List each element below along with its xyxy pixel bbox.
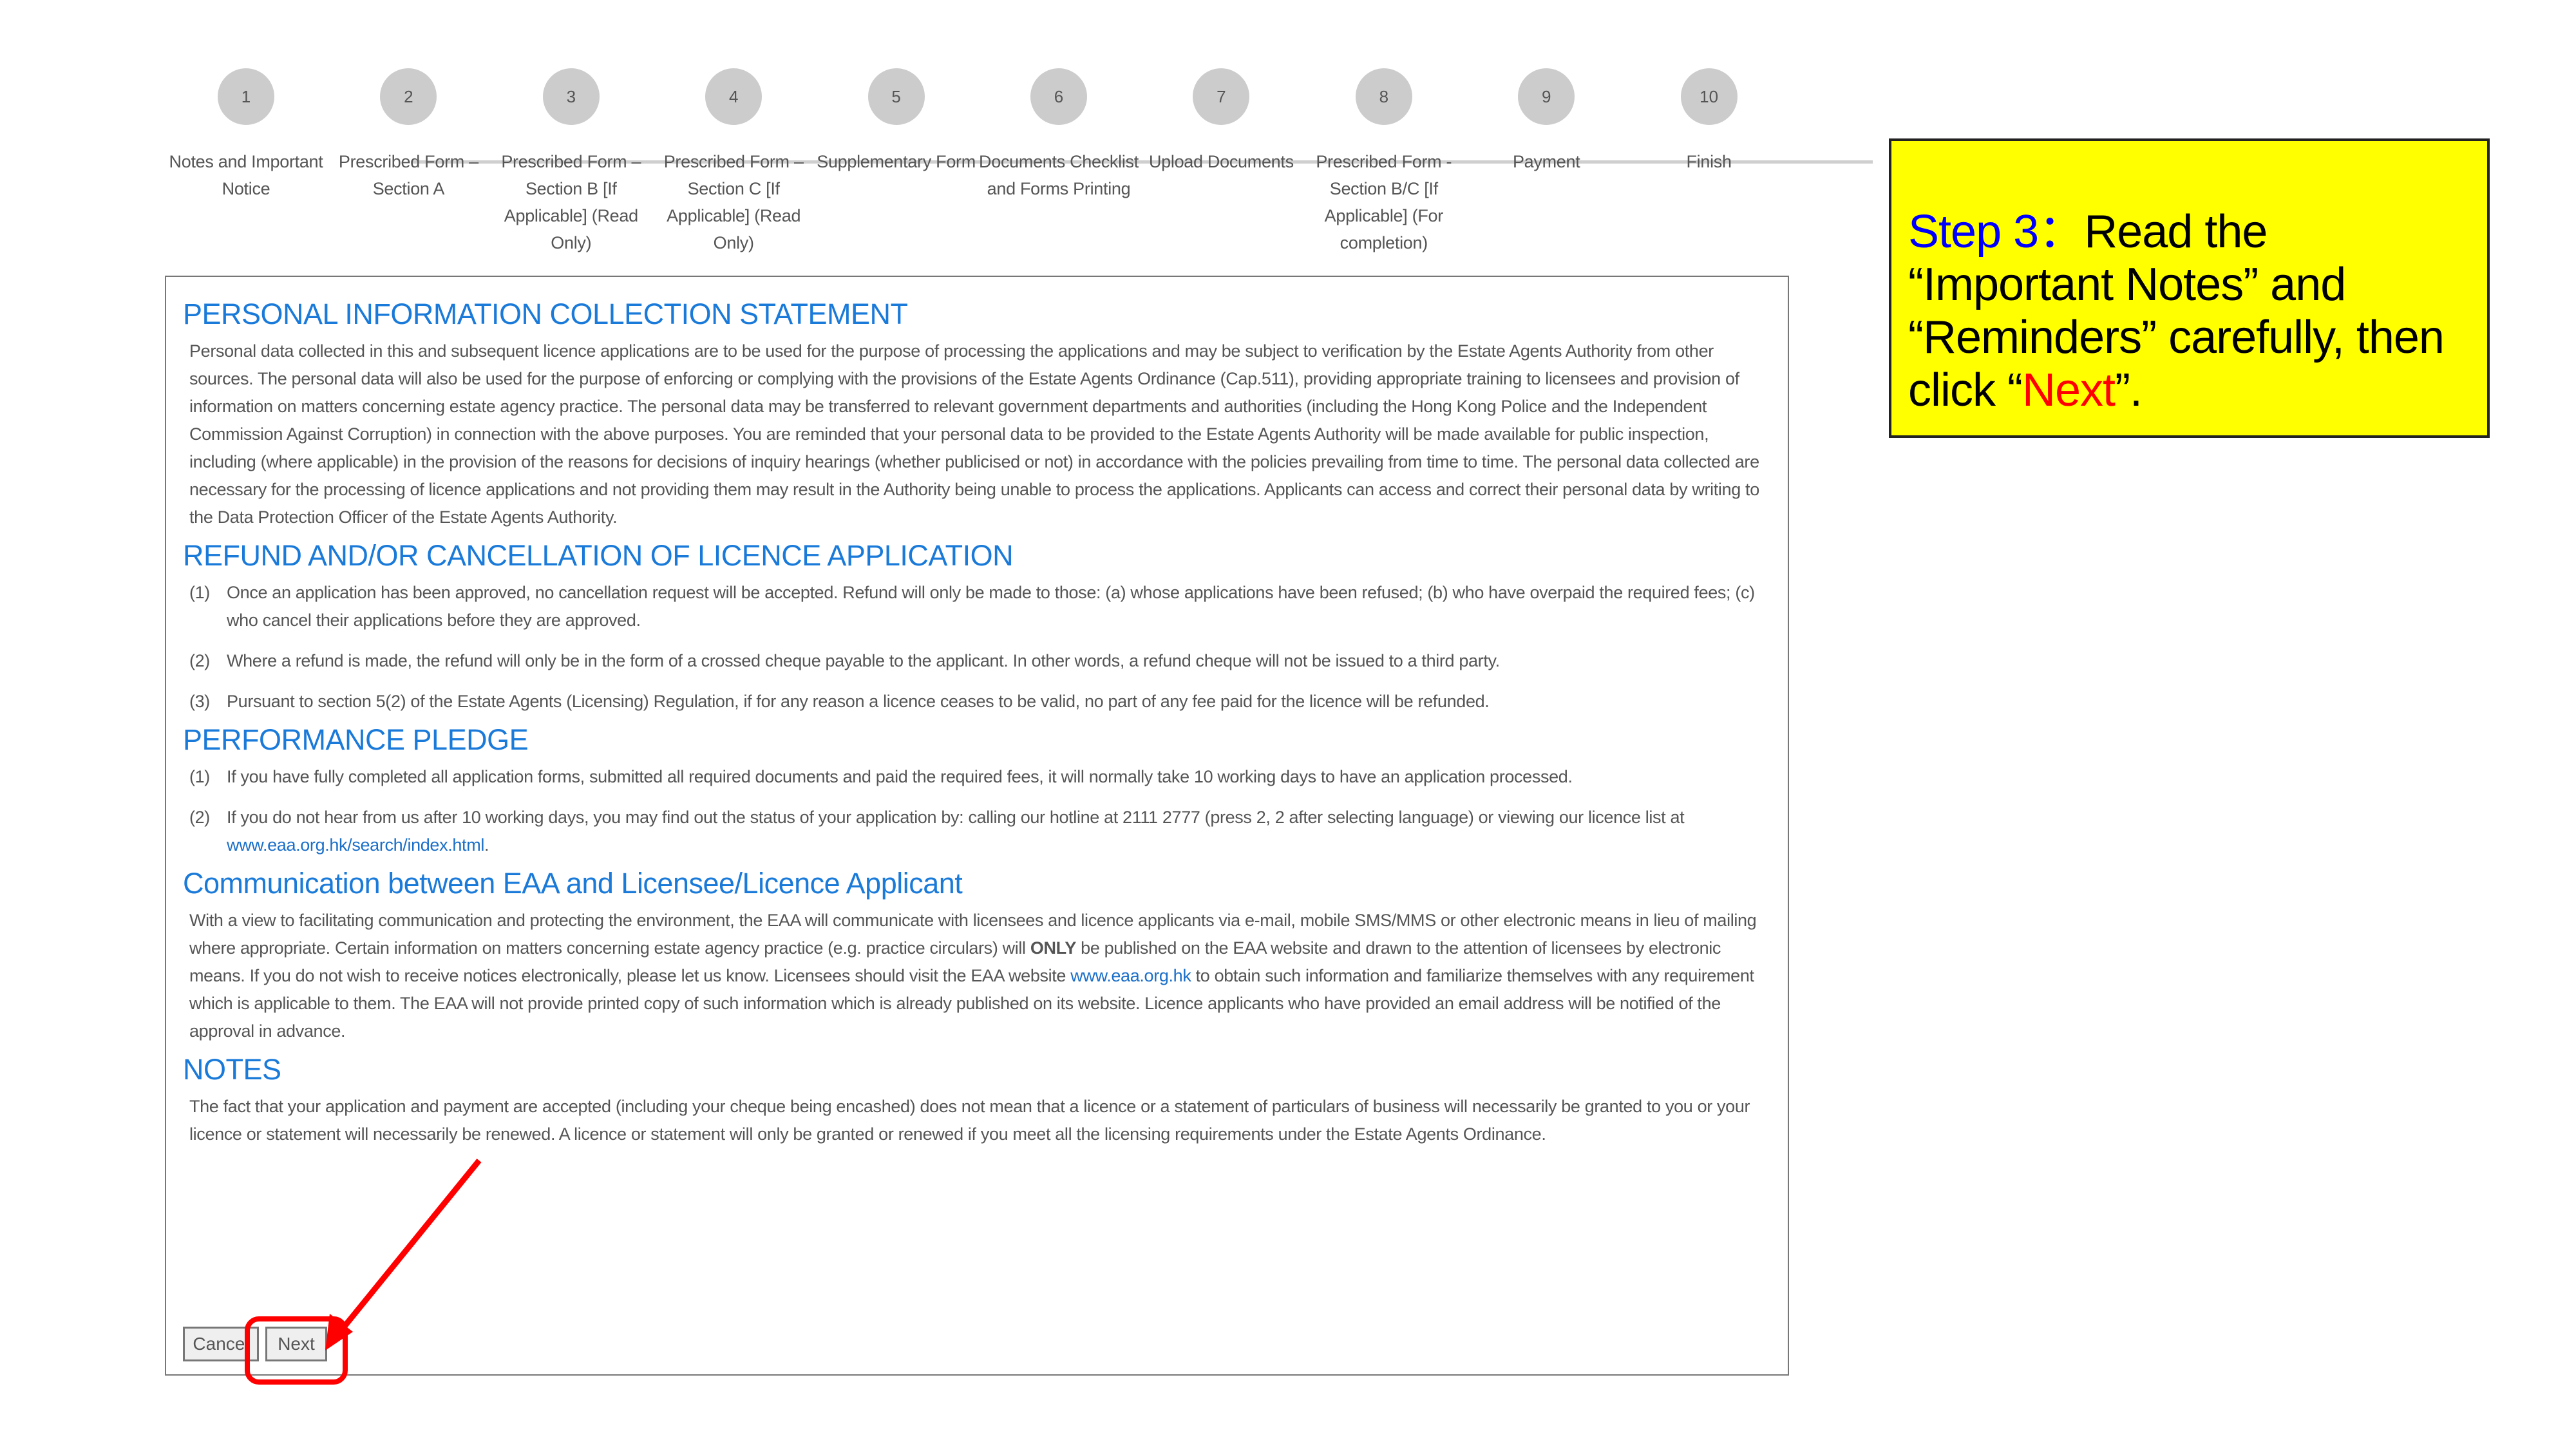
callout-text-end: ”.	[2115, 365, 2143, 416]
item-text: Where a refund is made, the refund will …	[227, 651, 1500, 670]
section-body: With a view to facilitating communicatio…	[189, 907, 1768, 1045]
notes-section: NOTES The fact that your application and…	[183, 1052, 1768, 1148]
item-text: If you have fully completed all applicat…	[227, 767, 1573, 786]
licence-list-link[interactable]: www.eaa.org.hk/search/index.html	[227, 835, 484, 855]
list-item: (1) If you have fully completed all appli…	[189, 763, 1768, 791]
step-4: 4 Prescribed Form – Section C [If Applica…	[653, 68, 814, 256]
communication-section: Communication between EAA and Licensee/L…	[183, 866, 1768, 1045]
instruction-callout: Step 3：Read the “Important Notes” and “R…	[1889, 138, 2490, 438]
list-item: (2) Where a refund is made, the refund wi…	[189, 647, 1768, 675]
progress-stepper: 1 Notes and Important Notice 2 Prescribed F…	[165, 64, 1873, 258]
step-label: Supplementary Form	[817, 152, 976, 171]
callout-highlight: Next	[2022, 365, 2116, 416]
section-heading: NOTES	[183, 1053, 281, 1086]
step-5: 5 Supplementary Form	[816, 68, 977, 175]
step-number: 10	[1680, 68, 1738, 125]
step-label: Prescribed Form – Section B [If Applicab…	[501, 152, 641, 252]
item-text: Pursuant to section 5(2) of the Estate A…	[227, 692, 1490, 711]
next-button[interactable]: Next	[265, 1327, 327, 1361]
section-body: Personal data collected in this and subs…	[189, 341, 1759, 527]
section-heading: PERFORMANCE PLEDGE	[183, 723, 529, 756]
item-number: (1)	[189, 767, 210, 786]
body-text: to obtain such information and familiari…	[189, 966, 1754, 1041]
step-number: 8	[1355, 68, 1412, 125]
item-number: (2)	[189, 808, 210, 827]
item-number: (1)	[189, 583, 210, 602]
callout-colon: ：	[2038, 206, 2085, 258]
step-label: Prescribed Form – Section A	[338, 152, 478, 198]
pics-section: PERSONAL INFORMATION COLLECTION STATEMEN…	[183, 296, 1768, 531]
list-item: (1) Once an application has been approved…	[189, 579, 1768, 634]
step-number: 1	[218, 68, 274, 125]
step-6: 6 Documents Checklist and Forms Printing	[978, 68, 1139, 202]
section-heading: REFUND AND/OR CANCELLATION OF LICENCE AP…	[183, 539, 1014, 572]
step-3: 3 Prescribed Form – Section B [If Applica…	[491, 68, 652, 256]
item-number: (3)	[189, 692, 210, 711]
step-7: 7 Upload Documents	[1141, 68, 1302, 175]
item-text: If you do not hear from us after 10 work…	[227, 808, 1685, 827]
step-8: 8 Prescribed Form - Section B/C [If Appli…	[1303, 68, 1464, 256]
step-number: 4	[705, 68, 762, 125]
eaa-website-link[interactable]: www.eaa.org.hk	[1070, 966, 1191, 985]
section-heading: Communication between EAA and Licensee/L…	[183, 867, 963, 900]
list-item: (2) If you do not hear from us after 10 w…	[189, 804, 1768, 859]
step-label: Prescribed Form - Section B/C [If Applic…	[1316, 152, 1452, 252]
step-label: Upload Documents	[1148, 152, 1294, 171]
list-item: (3) Pursuant to section 5(2) of the Estat…	[189, 688, 1768, 715]
step-label: Prescribed Form – Section C [If Applicab…	[663, 152, 804, 252]
item-number: (2)	[189, 651, 210, 670]
stepper-line	[411, 160, 1873, 164]
cancel-button[interactable]: Cancel	[183, 1327, 259, 1361]
step-number: 7	[1193, 68, 1250, 125]
step-number: 3	[542, 68, 600, 125]
section-body: The fact that your application and payme…	[189, 1097, 1750, 1144]
refund-section: REFUND AND/OR CANCELLATION OF LICENCE AP…	[183, 538, 1768, 715]
step-number: 9	[1518, 68, 1575, 125]
body-bold: ONLY	[1030, 938, 1076, 958]
item-text: Once an application has been approved, n…	[227, 583, 1755, 630]
step-number: 6	[1030, 68, 1087, 125]
step-9: 9 Payment	[1466, 68, 1627, 175]
step-10: 10 Finish	[1629, 68, 1790, 175]
step-label: Payment	[1512, 152, 1580, 171]
section-heading: PERSONAL INFORMATION COLLECTION STATEMEN…	[183, 298, 908, 330]
callout-step: Step 3	[1908, 206, 2039, 258]
body-text: With a view to facilitating communicatio…	[189, 911, 1757, 958]
body-text: be published on the EAA website and draw…	[189, 938, 1721, 985]
step-label: Documents Checklist and Forms Printing	[979, 152, 1139, 198]
pledge-section: PERFORMANCE PLEDGE (1) If you have fully …	[183, 722, 1768, 859]
step-label: Finish	[1686, 152, 1732, 171]
callout-text: Read the “Important Notes” and “Reminder…	[1908, 206, 2445, 416]
notice-panel: PERSONAL INFORMATION COLLECTION STATEMEN…	[165, 276, 1789, 1376]
item-text-end: .	[484, 835, 489, 855]
step-number: 5	[867, 68, 925, 125]
step-1: 1 Notes and Important Notice	[166, 68, 327, 202]
step-label: Notes and Important Notice	[169, 152, 323, 198]
step-2: 2 Prescribed Form – Section A	[328, 68, 489, 202]
step-number: 2	[380, 68, 437, 125]
